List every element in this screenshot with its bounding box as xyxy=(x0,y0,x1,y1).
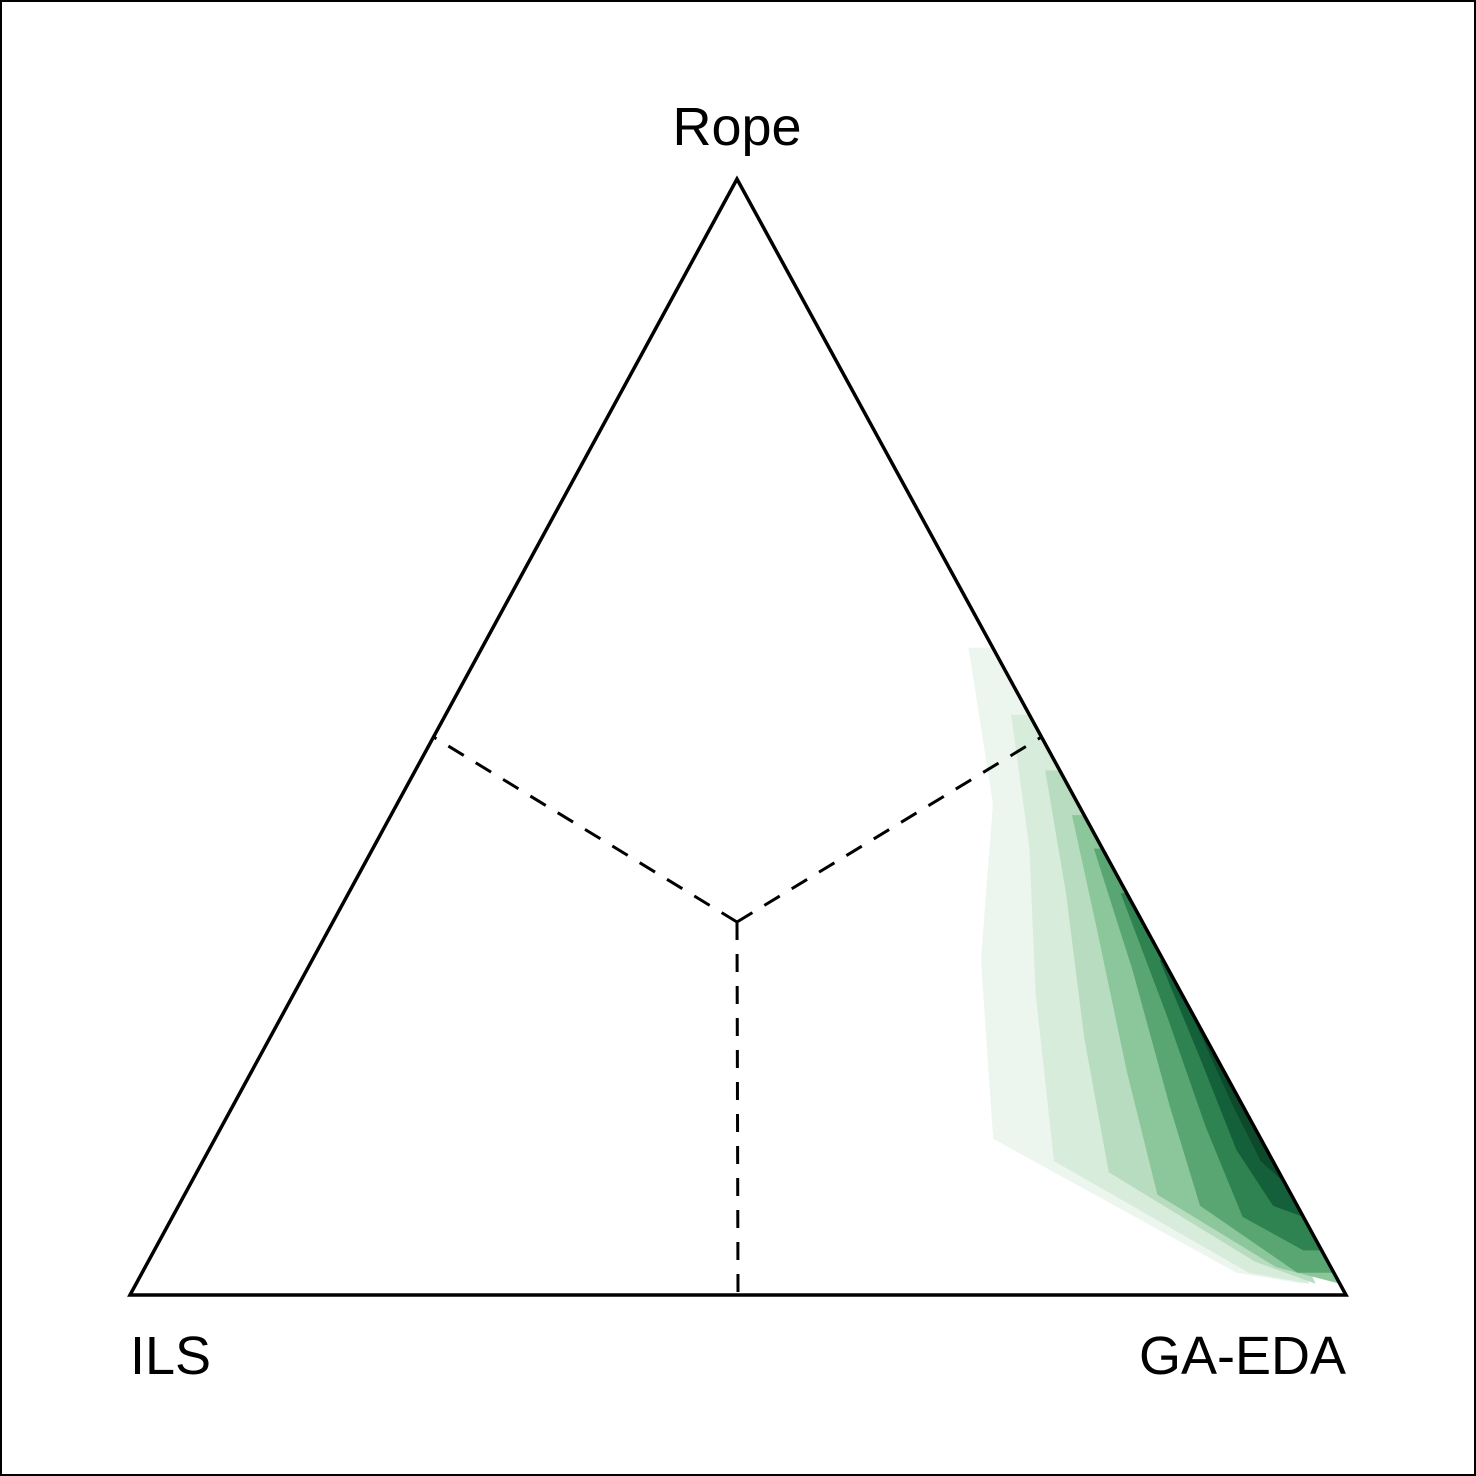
vertex-label-top: Rope xyxy=(672,97,801,157)
divider-to-left-edge xyxy=(432,735,738,924)
divider-to-right-edge xyxy=(736,735,1043,924)
vertex-label-bottom-left: ILS xyxy=(130,1326,211,1386)
vertex-label-bottom-right: GA-EDA xyxy=(1139,1326,1346,1386)
region-dividers xyxy=(432,735,1043,1296)
ternary-triangle xyxy=(127,175,1349,1297)
